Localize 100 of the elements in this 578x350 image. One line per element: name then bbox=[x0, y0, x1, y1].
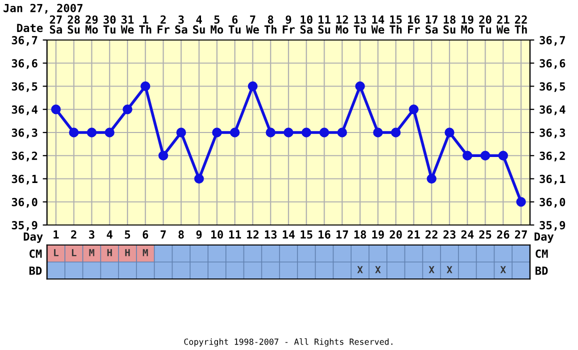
x-tick-label: 10 bbox=[211, 230, 223, 239]
x-tick-label: 22 bbox=[426, 230, 438, 239]
y-tick-label: 36,0 bbox=[12, 198, 38, 208]
text: M bbox=[89, 249, 94, 256]
x-tick-label: 11 Su bbox=[318, 16, 330, 34]
x-tick-label: 2 Fr bbox=[158, 15, 170, 34]
point bbox=[86, 128, 97, 138]
x-tick-label: 6 Tu bbox=[228, 15, 241, 34]
y-tick-label: 35,9 bbox=[12, 220, 38, 231]
text: X bbox=[428, 266, 434, 274]
x-tick-label: 19 Mo bbox=[461, 15, 474, 34]
y2-tick-label: 36,7 bbox=[540, 36, 565, 46]
point bbox=[408, 104, 419, 114]
x-tick-label: 18 Su bbox=[444, 15, 456, 34]
text: X bbox=[375, 266, 381, 274]
point bbox=[230, 128, 240, 138]
x-tick-label: 12 Mo bbox=[336, 15, 348, 34]
point bbox=[248, 81, 258, 92]
text: Copyright 1998-2007 - All Rights Reserved. bbox=[184, 338, 392, 347]
x-tick-label: 1 bbox=[54, 230, 59, 239]
x-tick-label: 5 Mo bbox=[210, 16, 224, 34]
x-tick-label: 10 Sa bbox=[300, 15, 312, 34]
x-tick-label: 21 bbox=[408, 230, 420, 239]
x-tick-label: 3 Sa bbox=[175, 15, 188, 34]
point bbox=[302, 128, 312, 138]
text: H bbox=[125, 249, 130, 256]
x-tick-label: 9 Fr bbox=[282, 15, 295, 34]
y2-tick-label: 36,5 bbox=[540, 82, 566, 92]
y-tick-label: 36,3 bbox=[12, 128, 38, 138]
y2-tick-label: 36,1 bbox=[540, 174, 566, 185]
point bbox=[373, 128, 383, 138]
point bbox=[390, 128, 401, 138]
x-tick-label: 8 Th bbox=[264, 15, 276, 34]
x-tick-label: 2 bbox=[71, 230, 76, 239]
x-tick-label: 15 bbox=[300, 230, 312, 239]
point bbox=[266, 128, 276, 138]
x-tick-label: 4 bbox=[106, 230, 112, 239]
x-tick-label: 25 bbox=[479, 230, 492, 239]
x-tick-label: 22 Th bbox=[514, 15, 527, 34]
y2-tick-label: BD bbox=[536, 266, 548, 275]
x-tick-label: 14 We bbox=[371, 16, 384, 34]
x-tick-label: 7 We bbox=[246, 16, 259, 34]
x-tick-label: 27 Sa bbox=[50, 15, 62, 34]
y2-tick-label: 36,3 bbox=[540, 128, 566, 138]
y-tick-label: BD bbox=[29, 266, 42, 275]
x-axis-title: Day bbox=[24, 232, 43, 243]
x-tick-label: 18 bbox=[354, 230, 366, 239]
x-tick-label: 11 bbox=[229, 230, 241, 239]
point bbox=[319, 128, 330, 138]
point bbox=[176, 128, 186, 138]
x-tick-label: 20 Tu bbox=[479, 15, 492, 34]
point bbox=[444, 128, 454, 138]
x-tick-label: 30 Tu bbox=[103, 15, 116, 34]
x-tick-label: 19 bbox=[372, 230, 384, 239]
x-tick-label: 14 bbox=[282, 230, 295, 239]
point bbox=[194, 174, 204, 184]
point bbox=[68, 128, 79, 138]
point bbox=[462, 150, 472, 160]
text: X bbox=[500, 266, 506, 274]
y2-tick-label: 36,0 bbox=[540, 198, 566, 208]
y-tick-label: 36,1 bbox=[12, 174, 38, 185]
x-tick-label: 8 bbox=[178, 230, 184, 239]
point bbox=[498, 150, 508, 160]
y2-tick-label: 36,6 bbox=[540, 59, 566, 69]
point bbox=[104, 128, 114, 138]
x-tick-label: 5 bbox=[124, 230, 130, 239]
text: H bbox=[107, 249, 112, 256]
x-tick-label: 31 We bbox=[120, 15, 134, 34]
point bbox=[480, 150, 490, 160]
point bbox=[355, 81, 365, 92]
y-tick-label: CM bbox=[30, 249, 42, 258]
x-tick-label: 16 Fr bbox=[408, 15, 420, 34]
text: Day bbox=[534, 232, 554, 243]
x-tick-label: 29 Mo bbox=[86, 15, 98, 34]
y-tick-label: 36,2 bbox=[12, 152, 38, 162]
point bbox=[284, 128, 294, 138]
point bbox=[158, 150, 168, 160]
x-tick-label: 17 bbox=[336, 230, 348, 239]
y-tick-label: 36,6 bbox=[12, 59, 38, 69]
point bbox=[337, 128, 348, 138]
y2-tick-label: 35,9 bbox=[540, 220, 566, 231]
text: L bbox=[54, 249, 58, 256]
y-tick-label: 36,4 bbox=[12, 105, 38, 116]
x-tick-label: 16 bbox=[318, 230, 330, 239]
y-tick-label: 36,5 bbox=[12, 82, 38, 92]
x-tick-label: 27 bbox=[514, 230, 527, 239]
x-tick-label: 1 Th bbox=[139, 16, 152, 34]
x-tick-label: 20 bbox=[390, 230, 402, 239]
point bbox=[140, 81, 150, 92]
text: X bbox=[446, 266, 452, 274]
x-tick-label: 12 bbox=[247, 230, 258, 239]
point bbox=[516, 197, 526, 207]
x-tick-label: 7 bbox=[160, 230, 166, 239]
x-tick-label: 13 bbox=[264, 230, 277, 239]
y2-tick-label: CM bbox=[536, 249, 548, 258]
y2-tick-label: 36,4 bbox=[540, 105, 566, 116]
chart-title: Jan 27, 2007 bbox=[4, 4, 82, 14]
text: L bbox=[72, 249, 76, 256]
x-axis-title: Date bbox=[17, 24, 43, 32]
x-tick-label: 15 Th bbox=[390, 16, 402, 34]
